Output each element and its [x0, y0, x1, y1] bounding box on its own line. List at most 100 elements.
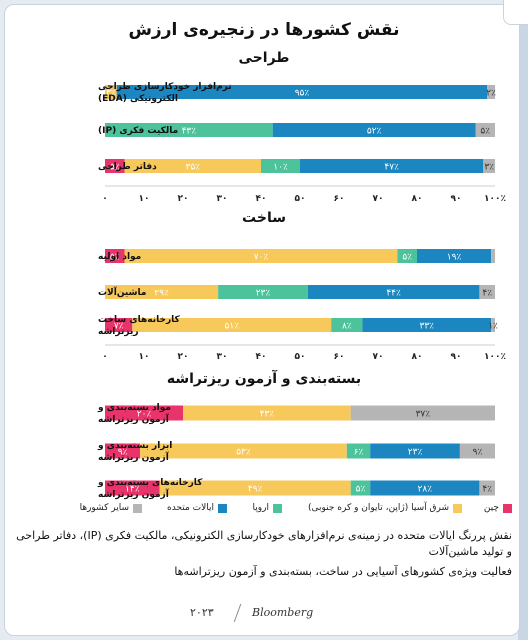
tick-label: ۰	[102, 194, 108, 204]
bar-segment	[159, 480, 351, 496]
tick-label: ۷۰	[373, 352, 384, 362]
tick-label: ۱۰	[139, 194, 150, 204]
bar-segment	[483, 159, 495, 173]
legend-swatch-other	[133, 503, 142, 513]
bar-segment	[350, 480, 371, 496]
bar-segment	[105, 405, 183, 421]
tick-label: ۶۰	[334, 194, 345, 204]
bar-segment	[105, 85, 117, 99]
category-label: الکترونیکی (EDA)	[98, 94, 178, 104]
bar-segment	[261, 159, 300, 173]
data-label: ۴۹٪	[248, 485, 263, 495]
bar-segment	[124, 249, 398, 263]
data-label: ۷٪	[114, 322, 124, 332]
data-label: ۳۷٪	[416, 410, 431, 420]
data-label: ۵۲٪	[367, 127, 382, 137]
data-label: ۹٪	[473, 448, 483, 458]
section-title: بسته‌بندی و آزمون ریزتراشه	[167, 369, 361, 387]
legend-label: اروپا	[252, 503, 269, 513]
category-label: مواد اولیه	[98, 252, 141, 262]
category-label: مالکیت فکری (IP)	[98, 126, 178, 136]
data-label: ۱٪	[488, 322, 498, 332]
section-title: طراحی	[239, 50, 290, 66]
note-usa: نقش پررنگ ایالات متحده در زمینه‌ی نرم‌اف…	[16, 529, 512, 558]
legend-item-china: چین	[484, 503, 512, 513]
data-label: ۳۵٪	[185, 163, 200, 173]
data-label: ۴۳٪	[260, 410, 275, 420]
category-label: ریزتراشه	[98, 327, 139, 337]
bar-segment	[479, 285, 495, 299]
tick-label: ۴۰	[256, 352, 267, 362]
data-label: ۱۰٪	[273, 163, 288, 173]
tick-label: ۱۰۰٪	[484, 352, 506, 362]
tick-label: ۷۰	[373, 194, 384, 204]
bar-segment	[105, 318, 133, 332]
legend-item-usa: ایالات متحده	[167, 503, 227, 513]
bar-segment	[475, 123, 495, 137]
category-label: کارخانه‌های بسته‌بندی و	[97, 478, 203, 488]
legend-label: ایالات متحده	[167, 503, 214, 513]
legend-item-east-asia: شرق آسیا (ژاپن، تایوان و کره جنوبی)	[308, 503, 462, 513]
bar-segment	[346, 443, 371, 459]
data-label: ۷۰٪	[254, 253, 269, 263]
tick-label: ۴۰	[256, 194, 267, 204]
tick-label: ۹۰	[451, 352, 462, 362]
tick-label: ۸۰	[412, 352, 423, 362]
corner-badge	[503, 0, 528, 25]
bar-segment	[272, 123, 476, 137]
chart-section-3: بسته‌بندی و آزمون ریزتراشه ۲۰٪ ۴۳٪ ۳۷٪ مواد …	[97, 369, 495, 500]
legend-item-europe: اروپا	[253, 503, 282, 513]
data-label: ۲۸٪	[418, 485, 433, 495]
data-label: ۴۴٪	[386, 289, 401, 299]
data-label: ۲۹٪	[154, 289, 169, 299]
bar-segment	[487, 85, 495, 99]
footer-source: Bloomberg	[252, 606, 314, 619]
bar-segment	[370, 480, 480, 496]
main-title: نقش کشورها در زنجیره‌ی ارزش	[128, 20, 400, 40]
data-label: ۵٪	[110, 163, 120, 173]
bar-segment	[124, 159, 261, 173]
tick-label: ۰	[102, 352, 108, 362]
data-label: ۴٪	[482, 289, 492, 299]
data-label: ۵٪	[110, 253, 120, 263]
tick-label: ۵۰	[295, 194, 306, 204]
bar-segment	[479, 480, 495, 496]
bar-segment	[300, 159, 484, 173]
category-label: کارخانه‌های ساخت	[98, 315, 181, 325]
data-label: ۱۹٪	[447, 253, 462, 263]
data-label: ۶٪	[354, 448, 364, 458]
bar-segment	[132, 318, 332, 332]
tick-label: ۶۰	[334, 352, 345, 362]
edge-strip	[518, 0, 528, 640]
data-label: ۸٪	[342, 322, 352, 332]
chart-section-1: طراحی ۳٪ ۹۵٪ ۲٪ نرم‌افزار خودکارسازی طراحی ال…	[98, 50, 506, 204]
data-label: ۴۳٪	[182, 127, 197, 137]
bar-segment	[331, 318, 363, 332]
data-label: ۲۳٪	[408, 448, 423, 458]
bar-segment	[105, 159, 125, 173]
tick-label: ۱۰۰٪	[484, 194, 506, 204]
bar-segment	[140, 443, 347, 459]
data-label: ۵٪	[356, 485, 366, 495]
footer: ۲۰۲۳ Bloomberg	[12, 604, 512, 624]
bar-segment	[105, 123, 273, 137]
data-label: ۳٪	[484, 163, 494, 173]
legend-swatch-east-asia	[453, 503, 462, 513]
bar-segment	[350, 405, 495, 421]
data-label: ۴٪	[482, 485, 492, 495]
data-label: ۵٪	[480, 127, 490, 137]
tick-label: ۹۰	[451, 194, 462, 204]
data-label: ۵۱٪	[224, 322, 239, 332]
tick-label: ۵۰	[295, 352, 306, 362]
data-label: ۴۷٪	[384, 163, 399, 173]
bar-segment	[370, 443, 460, 459]
bar-segment	[105, 285, 219, 299]
category-label: ماشین‌آلات	[98, 286, 146, 298]
data-label: ۱۴٪	[125, 485, 140, 495]
legend-label: چین	[483, 503, 499, 513]
data-label: ۹۵٪	[295, 89, 310, 99]
legend-swatch-usa	[218, 503, 227, 513]
category-label: آزمون ریزتراشه	[98, 413, 170, 425]
tick-label: ۱۰	[139, 352, 150, 362]
